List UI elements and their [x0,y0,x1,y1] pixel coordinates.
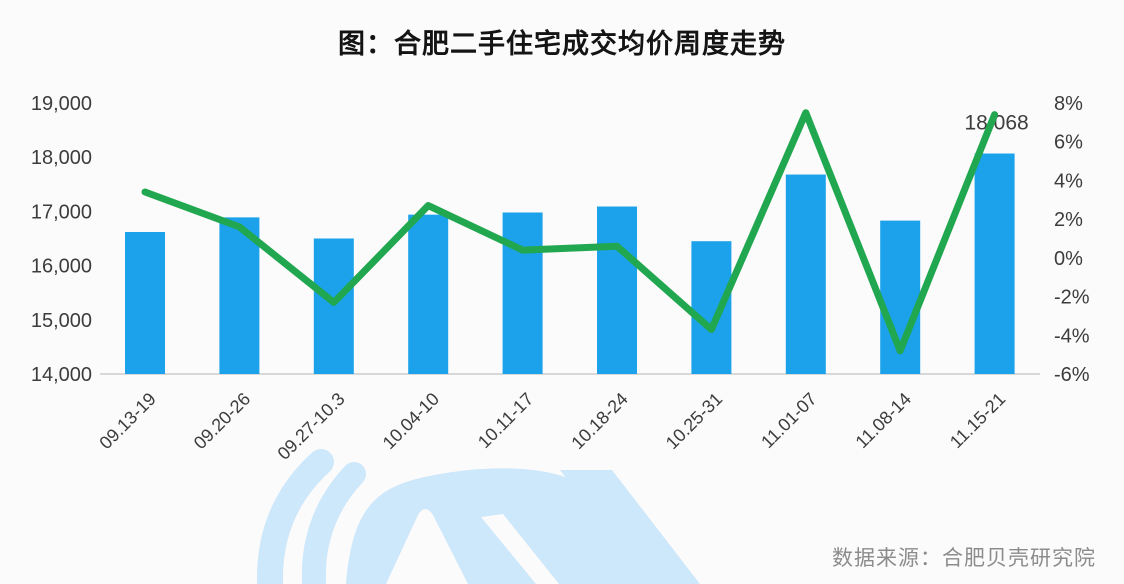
left-axis-tick: 19,000 [31,93,92,115]
price-bar [313,238,354,374]
right-axis-tick: -6% [1054,364,1090,386]
right-axis-tick: -2% [1054,287,1090,309]
price-bar [785,174,826,374]
left-axis-tick: 16,000 [31,256,92,278]
price-bar [219,217,260,374]
x-axis-label: 09.27-10.3 [274,389,349,464]
bar-value-label: 18,068 [964,112,1028,135]
chart-title: 图：合肥二手住宅成交均价周度走势 [338,29,786,59]
x-axis-label: 09.13-19 [95,389,159,453]
right-axis-tick: 8% [1054,93,1083,115]
right-axis-tick: 0% [1054,248,1083,270]
price-bar [597,206,637,374]
price-bar [691,241,732,374]
right-axis-tick: -4% [1054,325,1090,347]
right-axis-tick: 4% [1054,170,1083,192]
left-axis-tick: 14,000 [31,364,92,386]
x-axis-label: 11.08-14 [852,389,915,452]
left-axis-tick: 17,000 [31,201,92,223]
x-axis-label: 10.18-24 [567,389,631,453]
x-axis-label: 09.20-26 [190,389,254,453]
price-bar [502,212,543,374]
data-source-note: 数据来源：合肥贝壳研究院 [832,547,1096,570]
x-axis-label: 10.04-10 [379,389,443,453]
price-bar [974,153,1015,374]
wow-change-line [141,109,999,355]
left-axis-tick: 15,000 [31,310,92,332]
left-axis-tick: 18,000 [31,147,92,169]
price-bar [125,231,165,374]
x-axis-label: 10.11-17 [474,389,537,452]
right-axis-tick: 6% [1054,132,1083,154]
right-axis-tick: 2% [1054,209,1083,231]
x-axis-label: 10.25-31 [662,389,726,453]
x-axis-label: 11.01-07 [757,389,820,452]
x-axis-label: 11.15-21 [946,389,1009,452]
price-bar [408,214,449,374]
